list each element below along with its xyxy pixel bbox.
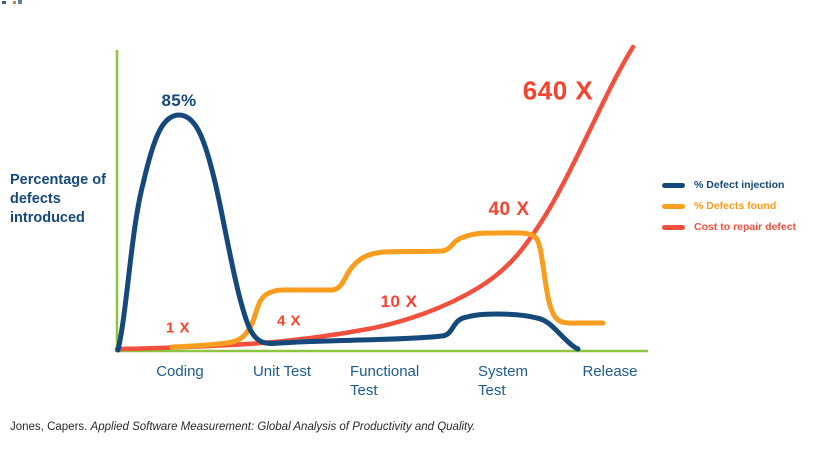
annotation-40x: 40 X (488, 199, 530, 220)
x-tick-functional-test: Functional Test (350, 363, 420, 399)
legend-item-cost-to-repair: Cost to repair defect (662, 221, 796, 233)
cropped-text-fragment (2, 0, 30, 6)
legend-label: % Defects found (694, 200, 777, 212)
annotation-1x: 1 X (165, 319, 191, 337)
y-axis-label: Percentage of defects introduced (10, 172, 106, 226)
defects-found-swatch-icon (662, 203, 685, 209)
legend-label: Cost to repair defect (694, 221, 797, 233)
defects-found-curve (169, 230, 606, 350)
x-tick-coding: Coding (156, 363, 204, 380)
legend: % Defect injection % Defects found Cost … (662, 179, 796, 233)
legend-item-defect-injection: % Defect injection (662, 179, 796, 191)
x-tick-unit-test: Unit Test (252, 363, 312, 380)
citation: Jones, Capers. Applied Software Measurem… (10, 421, 475, 433)
legend-item-defects-found: % Defects found (662, 200, 796, 212)
annotation-85-percent: 85% (161, 91, 197, 110)
annotation-640x: 640 X (522, 75, 594, 106)
x-tick-system-test: System Test (478, 363, 529, 399)
annotation-10x: 10 X (380, 292, 418, 311)
defect-injection-curve (115, 112, 581, 353)
cost-to-repair-swatch-icon (662, 224, 685, 230)
citation-book-title: Applied Software Measurement: Global Ana… (90, 421, 476, 433)
citation-authors: Jones, Capers. (10, 421, 91, 433)
annotation-4x: 4 X (276, 312, 302, 330)
legend-label: % Defect injection (694, 179, 785, 191)
defect-injection-swatch-icon (662, 182, 685, 188)
x-tick-release: Release (582, 363, 638, 380)
